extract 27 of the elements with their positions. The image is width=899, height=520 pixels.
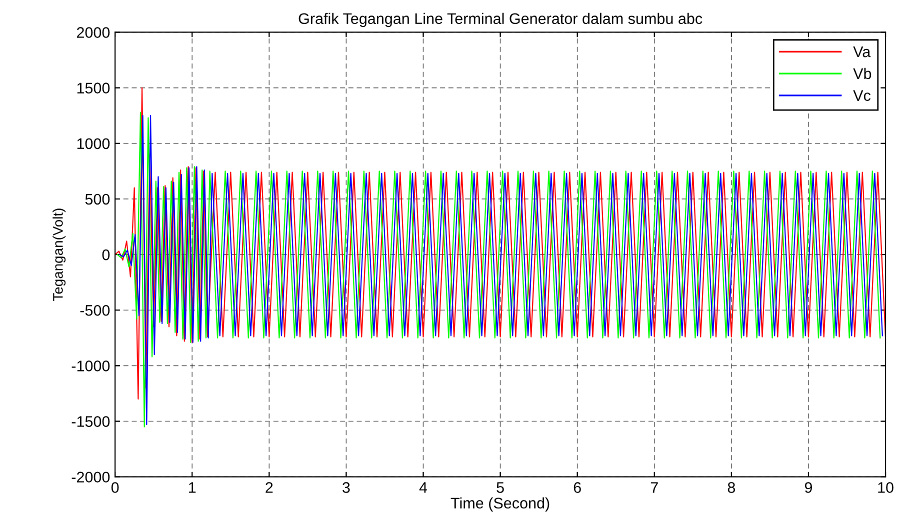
x-tick-label: 8 bbox=[728, 482, 736, 493]
y-tick-label: 1500 bbox=[77, 82, 110, 94]
x-tick-label: 5 bbox=[496, 482, 504, 493]
y-tick-label: 1000 bbox=[77, 138, 110, 150]
x-tick-label: 4 bbox=[419, 482, 428, 493]
x-axis-title: Time (Second) bbox=[450, 497, 550, 512]
y-tick-label: 500 bbox=[85, 194, 110, 205]
x-tick-label: 1 bbox=[189, 482, 196, 493]
y-axis-title: Tegangan(Volt) bbox=[52, 208, 66, 301]
x-tick-label: 9 bbox=[804, 482, 812, 493]
legend-label: Vb bbox=[853, 68, 872, 80]
y-tick-label: -1000 bbox=[72, 360, 110, 372]
x-tick-label: 6 bbox=[574, 482, 581, 493]
x-tick-label: 0 bbox=[111, 482, 119, 493]
y-tick-label: -500 bbox=[80, 304, 110, 316]
x-tick-label: 2 bbox=[266, 482, 273, 493]
y-tick-label: -2000 bbox=[72, 472, 110, 483]
legend-label: Va bbox=[853, 46, 871, 58]
legend-label: Vc bbox=[853, 90, 871, 101]
x-tick-label: 7 bbox=[650, 482, 658, 493]
chart-title: Grafik Tegangan Line Terminal Generator dalam sumbu abc bbox=[298, 12, 702, 28]
y-tick-label: -1500 bbox=[72, 416, 110, 427]
x-tick-label: 3 bbox=[342, 482, 350, 493]
x-tick-label: 10 bbox=[878, 482, 894, 493]
y-tick-label: 0 bbox=[102, 249, 110, 260]
y-tick-label: 2000 bbox=[76, 27, 110, 38]
line-series bbox=[115, 87, 886, 400]
